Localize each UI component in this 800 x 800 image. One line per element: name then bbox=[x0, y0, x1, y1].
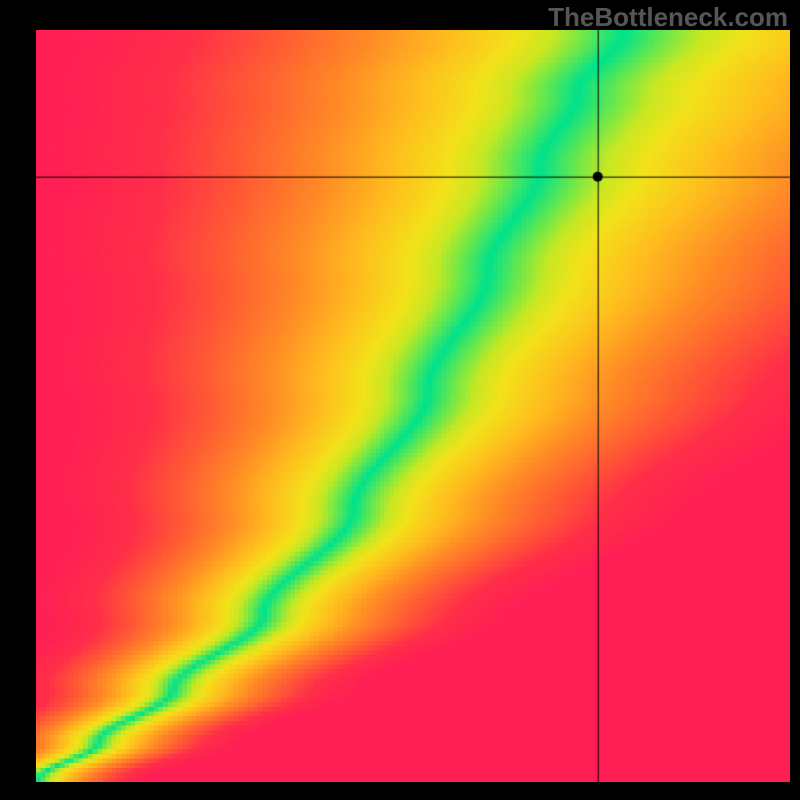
crosshair-overlay bbox=[0, 0, 800, 800]
watermark-text: TheBottleneck.com bbox=[548, 2, 788, 33]
chart-container: TheBottleneck.com bbox=[0, 0, 800, 800]
